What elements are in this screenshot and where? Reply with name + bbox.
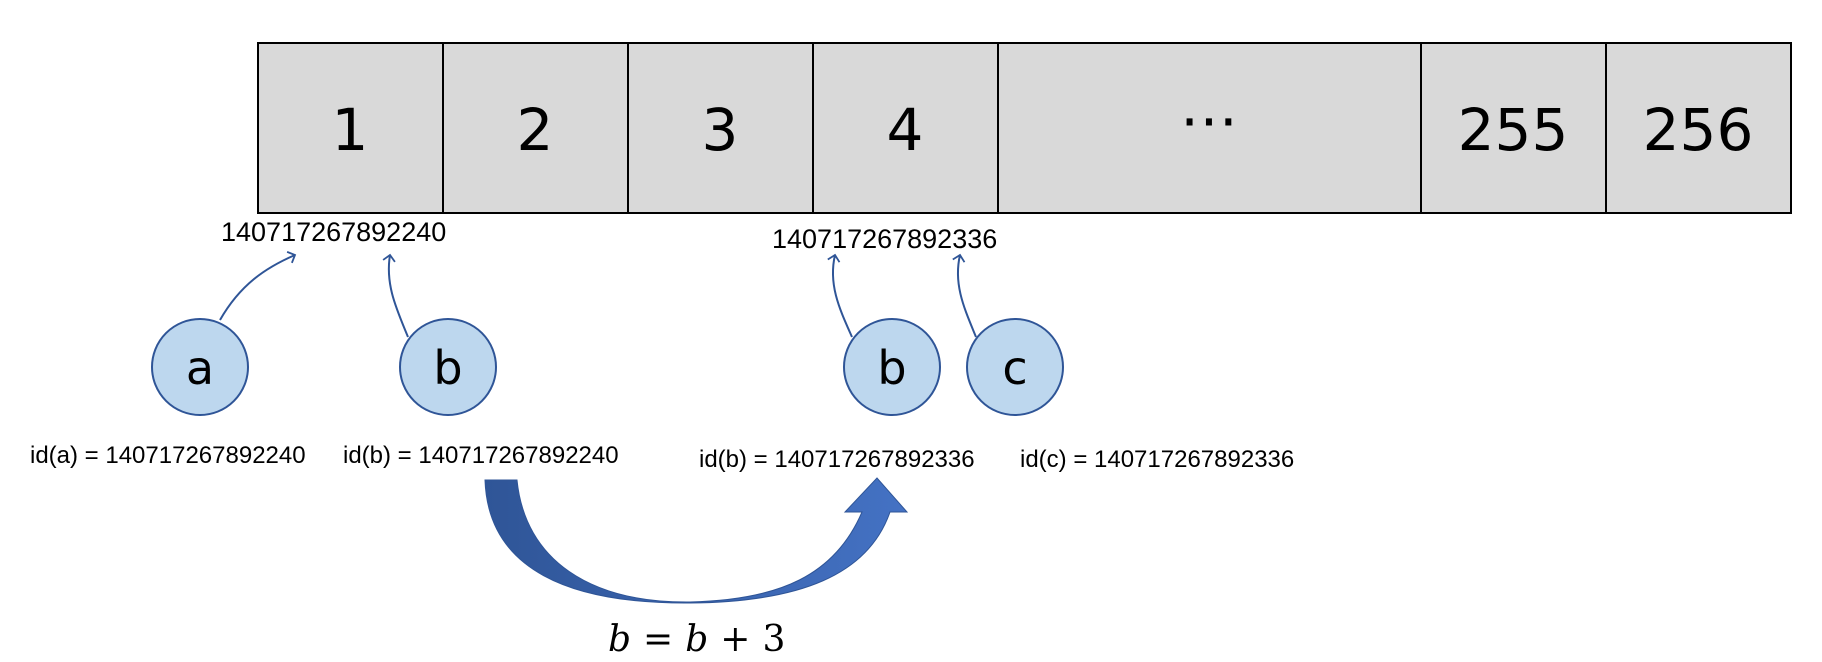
variable-node-label: c bbox=[1002, 341, 1027, 395]
variable-node-label: b bbox=[433, 341, 462, 395]
arrow-b-to-address bbox=[382, 253, 409, 338]
equation-rhs-num: 3 bbox=[762, 619, 785, 660]
equation-lhs: b bbox=[608, 619, 631, 660]
memory-cell-label: 4 bbox=[887, 96, 924, 164]
variable-node-label: a bbox=[186, 341, 214, 395]
variable-node-b-before: b bbox=[399, 318, 497, 416]
arrow-b2-to-address bbox=[827, 253, 853, 338]
variable-node-c: c bbox=[966, 318, 1064, 416]
address-label-cell-4: 140717267892336 bbox=[772, 224, 997, 254]
memory-cell-label: 255 bbox=[1458, 96, 1569, 164]
id-label-b-after: id(b) = 140717267892336 bbox=[699, 446, 975, 473]
memory-cell-3: 3 bbox=[627, 42, 814, 214]
memory-cell-label: 256 bbox=[1643, 96, 1754, 164]
memory-cell-256: 256 bbox=[1605, 42, 1792, 214]
memory-cell-label: 2 bbox=[517, 96, 554, 164]
memory-cell-1: 1 bbox=[257, 42, 444, 214]
memory-cell-label: 3 bbox=[702, 96, 739, 164]
memory-cell-4: 4 bbox=[812, 42, 999, 214]
variable-node-a: a bbox=[151, 318, 249, 416]
memory-cell-255: 255 bbox=[1420, 42, 1607, 214]
variable-node-label: b bbox=[877, 341, 906, 395]
variable-node-b-after: b bbox=[843, 318, 941, 416]
address-label-cell-1: 140717267892240 bbox=[221, 217, 446, 247]
pointer-arrows bbox=[219, 251, 977, 338]
reassignment-curved-arrow bbox=[484, 477, 909, 604]
memory-cell-2: 2 bbox=[442, 42, 629, 214]
reassignment-equation: b = b +3 bbox=[608, 619, 785, 660]
id-label-a: id(a) = 140717267892240 bbox=[30, 442, 306, 469]
memory-cell-label: 1 bbox=[332, 96, 369, 164]
equation-rhs-var: b bbox=[685, 619, 708, 660]
arrow-a-to-address bbox=[219, 251, 297, 321]
equation-equals: = bbox=[643, 619, 673, 660]
equation-plus: + bbox=[720, 619, 750, 660]
id-label-b-before: id(b) = 140717267892240 bbox=[343, 442, 619, 469]
arrow-c-to-address bbox=[952, 253, 977, 338]
id-label-c: id(c) = 140717267892336 bbox=[1020, 446, 1294, 473]
memory-cell-label: ⋯ bbox=[1180, 86, 1238, 154]
memory-cell-strip: 1 2 3 4 ⋯ 255 256 bbox=[257, 42, 1792, 214]
memory-cell-ellipsis: ⋯ bbox=[997, 42, 1422, 214]
